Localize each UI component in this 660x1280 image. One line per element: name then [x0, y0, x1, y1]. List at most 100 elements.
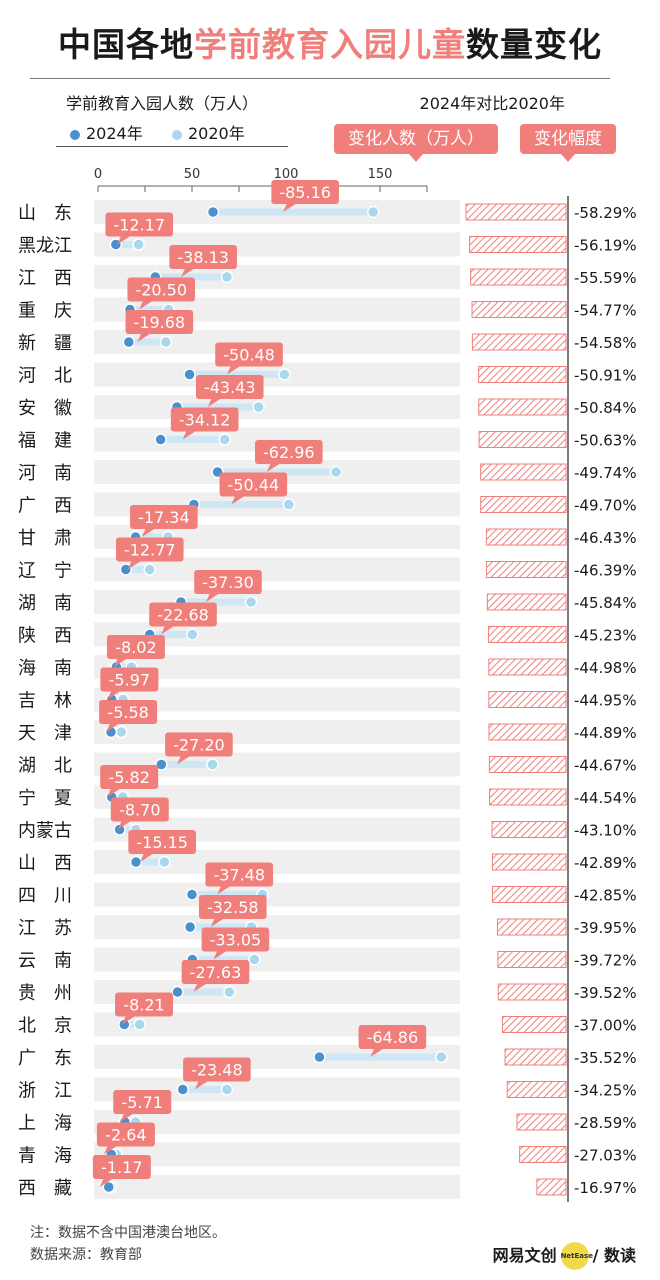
pct-bar: [485, 528, 567, 546]
pct-bar: [485, 561, 567, 578]
region-label: 新 疆: [18, 333, 72, 354]
row-background: [94, 720, 460, 744]
dumbbell-chart: 0 50 100 150 山 东 -58.29% 黑龙江 -56.19% 江 西 -55.59% 重…: [18, 167, 637, 1202]
pct-bar: [465, 203, 567, 221]
dot-2020: [220, 270, 234, 284]
change-bubble: [100, 765, 159, 789]
pct-bar: [491, 886, 567, 903]
legend-dot-2024-icon: [70, 129, 80, 140]
dot-2020: [223, 985, 236, 999]
pct-label: -54.77%: [574, 302, 637, 320]
pct-bar: [487, 626, 567, 643]
dot-2020: [159, 335, 173, 349]
change-label: -1.17: [101, 1158, 142, 1177]
change-bubble-pointer: [113, 658, 128, 667]
x-tick-label: 100: [274, 167, 299, 182]
change-bubble-pointer: [137, 333, 152, 342]
pct-label: -28.59%: [574, 1114, 637, 1132]
change-bubble: [99, 700, 158, 724]
change-bubble: [195, 375, 264, 399]
region-label: 青 海: [18, 1146, 72, 1167]
change-label: -12.77: [124, 541, 176, 560]
change-bubble: [219, 472, 288, 497]
change-label: -64.86: [367, 1028, 419, 1047]
change-label: -62.96: [263, 443, 315, 462]
region-label: 西 藏: [18, 1178, 72, 1199]
pct-bar: [502, 1016, 567, 1033]
change-bubble-pointer: [161, 625, 176, 635]
pct-bar: [519, 1146, 567, 1163]
change-tag: 变化人数（万人）: [334, 124, 498, 162]
pct-bar: [536, 1178, 567, 1196]
change-label: -50.44: [228, 476, 280, 495]
pct-tag: 变化幅度: [520, 124, 616, 162]
change-bubble-pointer: [217, 885, 232, 895]
region-label: 辽 宁: [18, 561, 72, 582]
change-bubble: [115, 992, 174, 1017]
change-bubble: [92, 1155, 151, 1179]
change-label: -85.16: [279, 183, 331, 202]
pct-label: -44.67%: [574, 757, 637, 775]
pct-label: -42.89%: [574, 854, 637, 872]
change-label: -34.12: [179, 411, 231, 430]
change-bubble-pointer: [205, 593, 220, 602]
change-bubble: [183, 1057, 251, 1082]
dot-2020: [252, 400, 265, 414]
change-bubble-pointer: [117, 235, 132, 245]
change-bubble-pointer: [107, 690, 122, 700]
pct-label: -58.29%: [574, 204, 637, 222]
change-bubble-pointer: [231, 495, 246, 505]
dot-2024: [183, 920, 197, 934]
pct-bar: [469, 236, 567, 253]
change-bubble: [201, 927, 270, 952]
change-bubble: [149, 602, 217, 627]
row-background: [94, 590, 460, 614]
change-label: -17.34: [138, 508, 190, 527]
change-label: -5.71: [122, 1093, 163, 1112]
dot-2020: [186, 628, 199, 641]
pct-label: -46.43%: [574, 529, 637, 547]
dot-2020: [220, 1083, 234, 1096]
region-label: 北 京: [18, 1016, 72, 1037]
change-bubble-pointer: [106, 723, 121, 732]
pct-bar: [470, 268, 567, 286]
change-bubble: [130, 505, 198, 529]
change-bubble-pointer: [122, 1015, 137, 1025]
region-label: 江 苏: [18, 918, 72, 939]
pct-bar: [486, 593, 567, 611]
change-bubble-pointer: [266, 463, 281, 472]
region-label: 福 建: [18, 431, 72, 452]
dot-2020: [329, 465, 343, 479]
change-bubble: [271, 180, 339, 204]
region-label: 四 川: [18, 886, 72, 907]
x-tick-label: 0: [94, 167, 102, 182]
brand-right: / 数读: [592, 1245, 636, 1265]
dot-2020: [158, 855, 171, 869]
pct-label: -43.10%: [574, 822, 637, 840]
pct-bar: [516, 1113, 567, 1131]
change-label: -33.05: [210, 931, 262, 950]
brand-left: 网易文创: [492, 1245, 557, 1265]
pct-bar: [488, 658, 567, 676]
footnote: 注：数据不含中国港澳台地区。: [30, 1225, 226, 1241]
dot-2020: [115, 725, 128, 739]
change-bubble-pointer: [117, 820, 132, 830]
change-bubble-pointer: [182, 430, 197, 440]
change-bubble-pointer: [141, 528, 156, 537]
change-bubble: [169, 245, 237, 269]
region-label: 湖 北: [18, 756, 72, 777]
region-label: 山 西: [18, 853, 72, 874]
region-label: 广 东: [18, 1048, 72, 1069]
pct-bar: [504, 1048, 567, 1066]
region-label: 河 南: [18, 463, 72, 484]
change-bubble: [194, 570, 262, 594]
row-background: [94, 947, 460, 972]
change-bubble-pointer: [370, 1048, 385, 1057]
change-bubble: [96, 1122, 155, 1147]
title-pre: 中国各地: [58, 25, 194, 64]
change-label: -20.50: [135, 281, 187, 300]
region-label: 浙 江: [18, 1081, 72, 1102]
pct-label: -44.98%: [574, 659, 637, 677]
pct-label: -56.19%: [574, 237, 637, 255]
region-label: 山 东: [18, 203, 72, 224]
